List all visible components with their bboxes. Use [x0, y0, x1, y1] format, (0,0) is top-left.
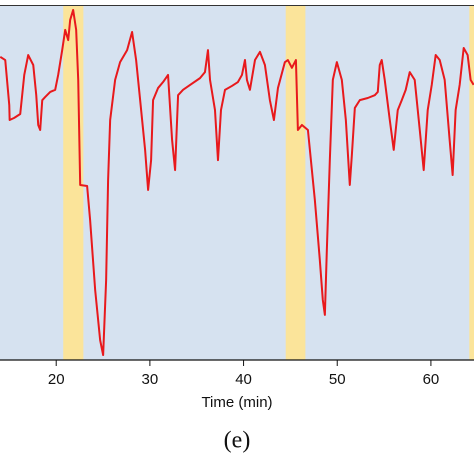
caption: (e): [224, 428, 251, 454]
shaded-region: [285, 5, 306, 360]
x-tick-label: 20: [48, 371, 65, 388]
x-axis-label: Time (min): [201, 394, 272, 411]
x-tick-label: 60: [423, 371, 440, 388]
x-tick-label: 30: [142, 371, 159, 388]
shaded-region: [469, 5, 474, 360]
x-tick-label: 40: [235, 371, 252, 388]
x-tick-label: 50: [329, 371, 346, 388]
data-line: [0, 8, 474, 357]
